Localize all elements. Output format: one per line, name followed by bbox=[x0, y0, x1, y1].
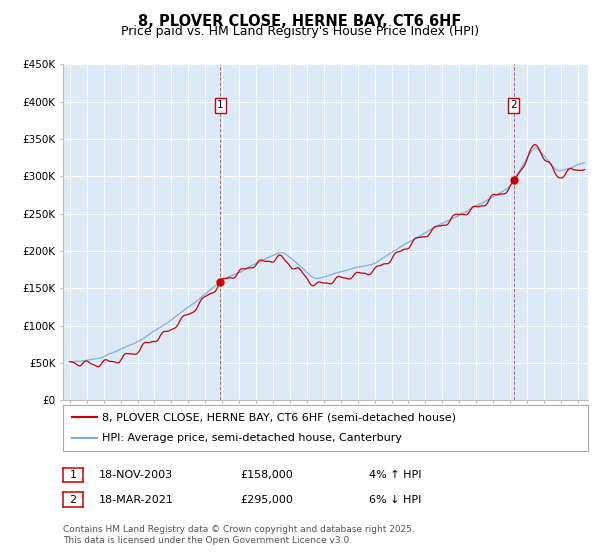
Text: 1: 1 bbox=[217, 100, 223, 110]
Text: 8, PLOVER CLOSE, HERNE BAY, CT6 6HF: 8, PLOVER CLOSE, HERNE BAY, CT6 6HF bbox=[139, 14, 461, 29]
Text: Contains HM Land Registry data © Crown copyright and database right 2025.
This d: Contains HM Land Registry data © Crown c… bbox=[63, 525, 415, 545]
Text: 8, PLOVER CLOSE, HERNE BAY, CT6 6HF (semi-detached house): 8, PLOVER CLOSE, HERNE BAY, CT6 6HF (sem… bbox=[103, 412, 457, 422]
Text: 4% ↑ HPI: 4% ↑ HPI bbox=[369, 470, 421, 480]
Text: £158,000: £158,000 bbox=[240, 470, 293, 480]
Text: HPI: Average price, semi-detached house, Canterbury: HPI: Average price, semi-detached house,… bbox=[103, 433, 403, 444]
Text: 2: 2 bbox=[70, 494, 76, 505]
Text: 18-MAR-2021: 18-MAR-2021 bbox=[99, 494, 174, 505]
Text: 1: 1 bbox=[70, 470, 76, 480]
Text: 6% ↓ HPI: 6% ↓ HPI bbox=[369, 494, 421, 505]
Text: Price paid vs. HM Land Registry's House Price Index (HPI): Price paid vs. HM Land Registry's House … bbox=[121, 25, 479, 38]
Text: 18-NOV-2003: 18-NOV-2003 bbox=[99, 470, 173, 480]
Text: 2: 2 bbox=[511, 100, 517, 110]
Text: £295,000: £295,000 bbox=[240, 494, 293, 505]
